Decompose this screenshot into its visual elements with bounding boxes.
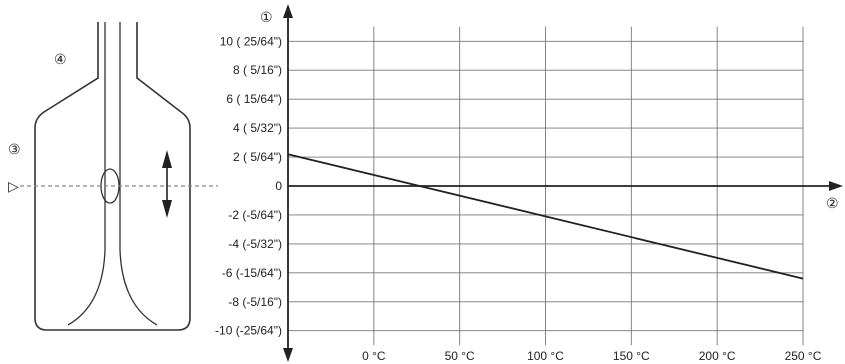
arrow-up-icon xyxy=(162,150,172,168)
axes xyxy=(283,4,843,362)
level-marker: ▷ xyxy=(8,178,19,194)
x-tick-label: 50 °C xyxy=(445,349,475,363)
float-ellipse xyxy=(100,168,120,204)
x-tick-label: 100 °C xyxy=(527,349,564,363)
movement-arrow xyxy=(162,150,172,218)
marker-1: ① xyxy=(260,9,273,25)
series-line xyxy=(287,153,804,280)
series xyxy=(287,153,804,280)
probe-flare-right xyxy=(119,249,158,326)
y-tick-label: 6 ( 15/64") xyxy=(226,92,282,106)
y-tick-labels: 10 ( 25/64") 8 ( 5/16") 6 ( 15/64") 4 ( 5/3… xyxy=(215,34,282,337)
y-tick-label: -2 (-5/64") xyxy=(228,208,282,222)
y-tick-label: -6 (-15/64") xyxy=(222,266,282,280)
marker-4: ④ xyxy=(54,51,67,67)
y-tick-label: 10 ( 25/64") xyxy=(220,34,282,48)
y-tick-label: 8 ( 5/16") xyxy=(233,63,282,77)
x-tick-label: 250 °C xyxy=(785,349,822,363)
arrow-down-icon xyxy=(162,200,172,218)
y-tick-label: 2 ( 5/64") xyxy=(233,150,282,164)
y-axis-arrow-down-icon xyxy=(283,348,293,362)
y-axis-arrow-up-icon xyxy=(283,4,293,18)
vessel-outline xyxy=(34,22,191,331)
marker-2: ② xyxy=(826,195,839,211)
probe-flare-left xyxy=(67,249,106,326)
grid xyxy=(288,26,804,346)
x-axis-arrow-icon xyxy=(829,181,843,191)
x-tick-labels: 0 °C 50 °C 100 °C 150 °C 200 °C 250 °C xyxy=(362,349,822,363)
marker-3: ③ xyxy=(8,141,21,157)
x-tick-label: 150 °C xyxy=(613,349,650,363)
x-tick-label: 0 °C xyxy=(362,349,386,363)
y-tick-label: -10 (-25/64") xyxy=(215,324,282,338)
y-tick-label: 4 ( 5/32") xyxy=(233,121,282,135)
y-tick-label: -4 (-5/32") xyxy=(228,237,282,251)
y-tick-label: -8 (-5/16") xyxy=(228,295,282,309)
y-tick-label: 0 xyxy=(275,179,282,193)
x-tick-label: 200 °C xyxy=(699,349,736,363)
